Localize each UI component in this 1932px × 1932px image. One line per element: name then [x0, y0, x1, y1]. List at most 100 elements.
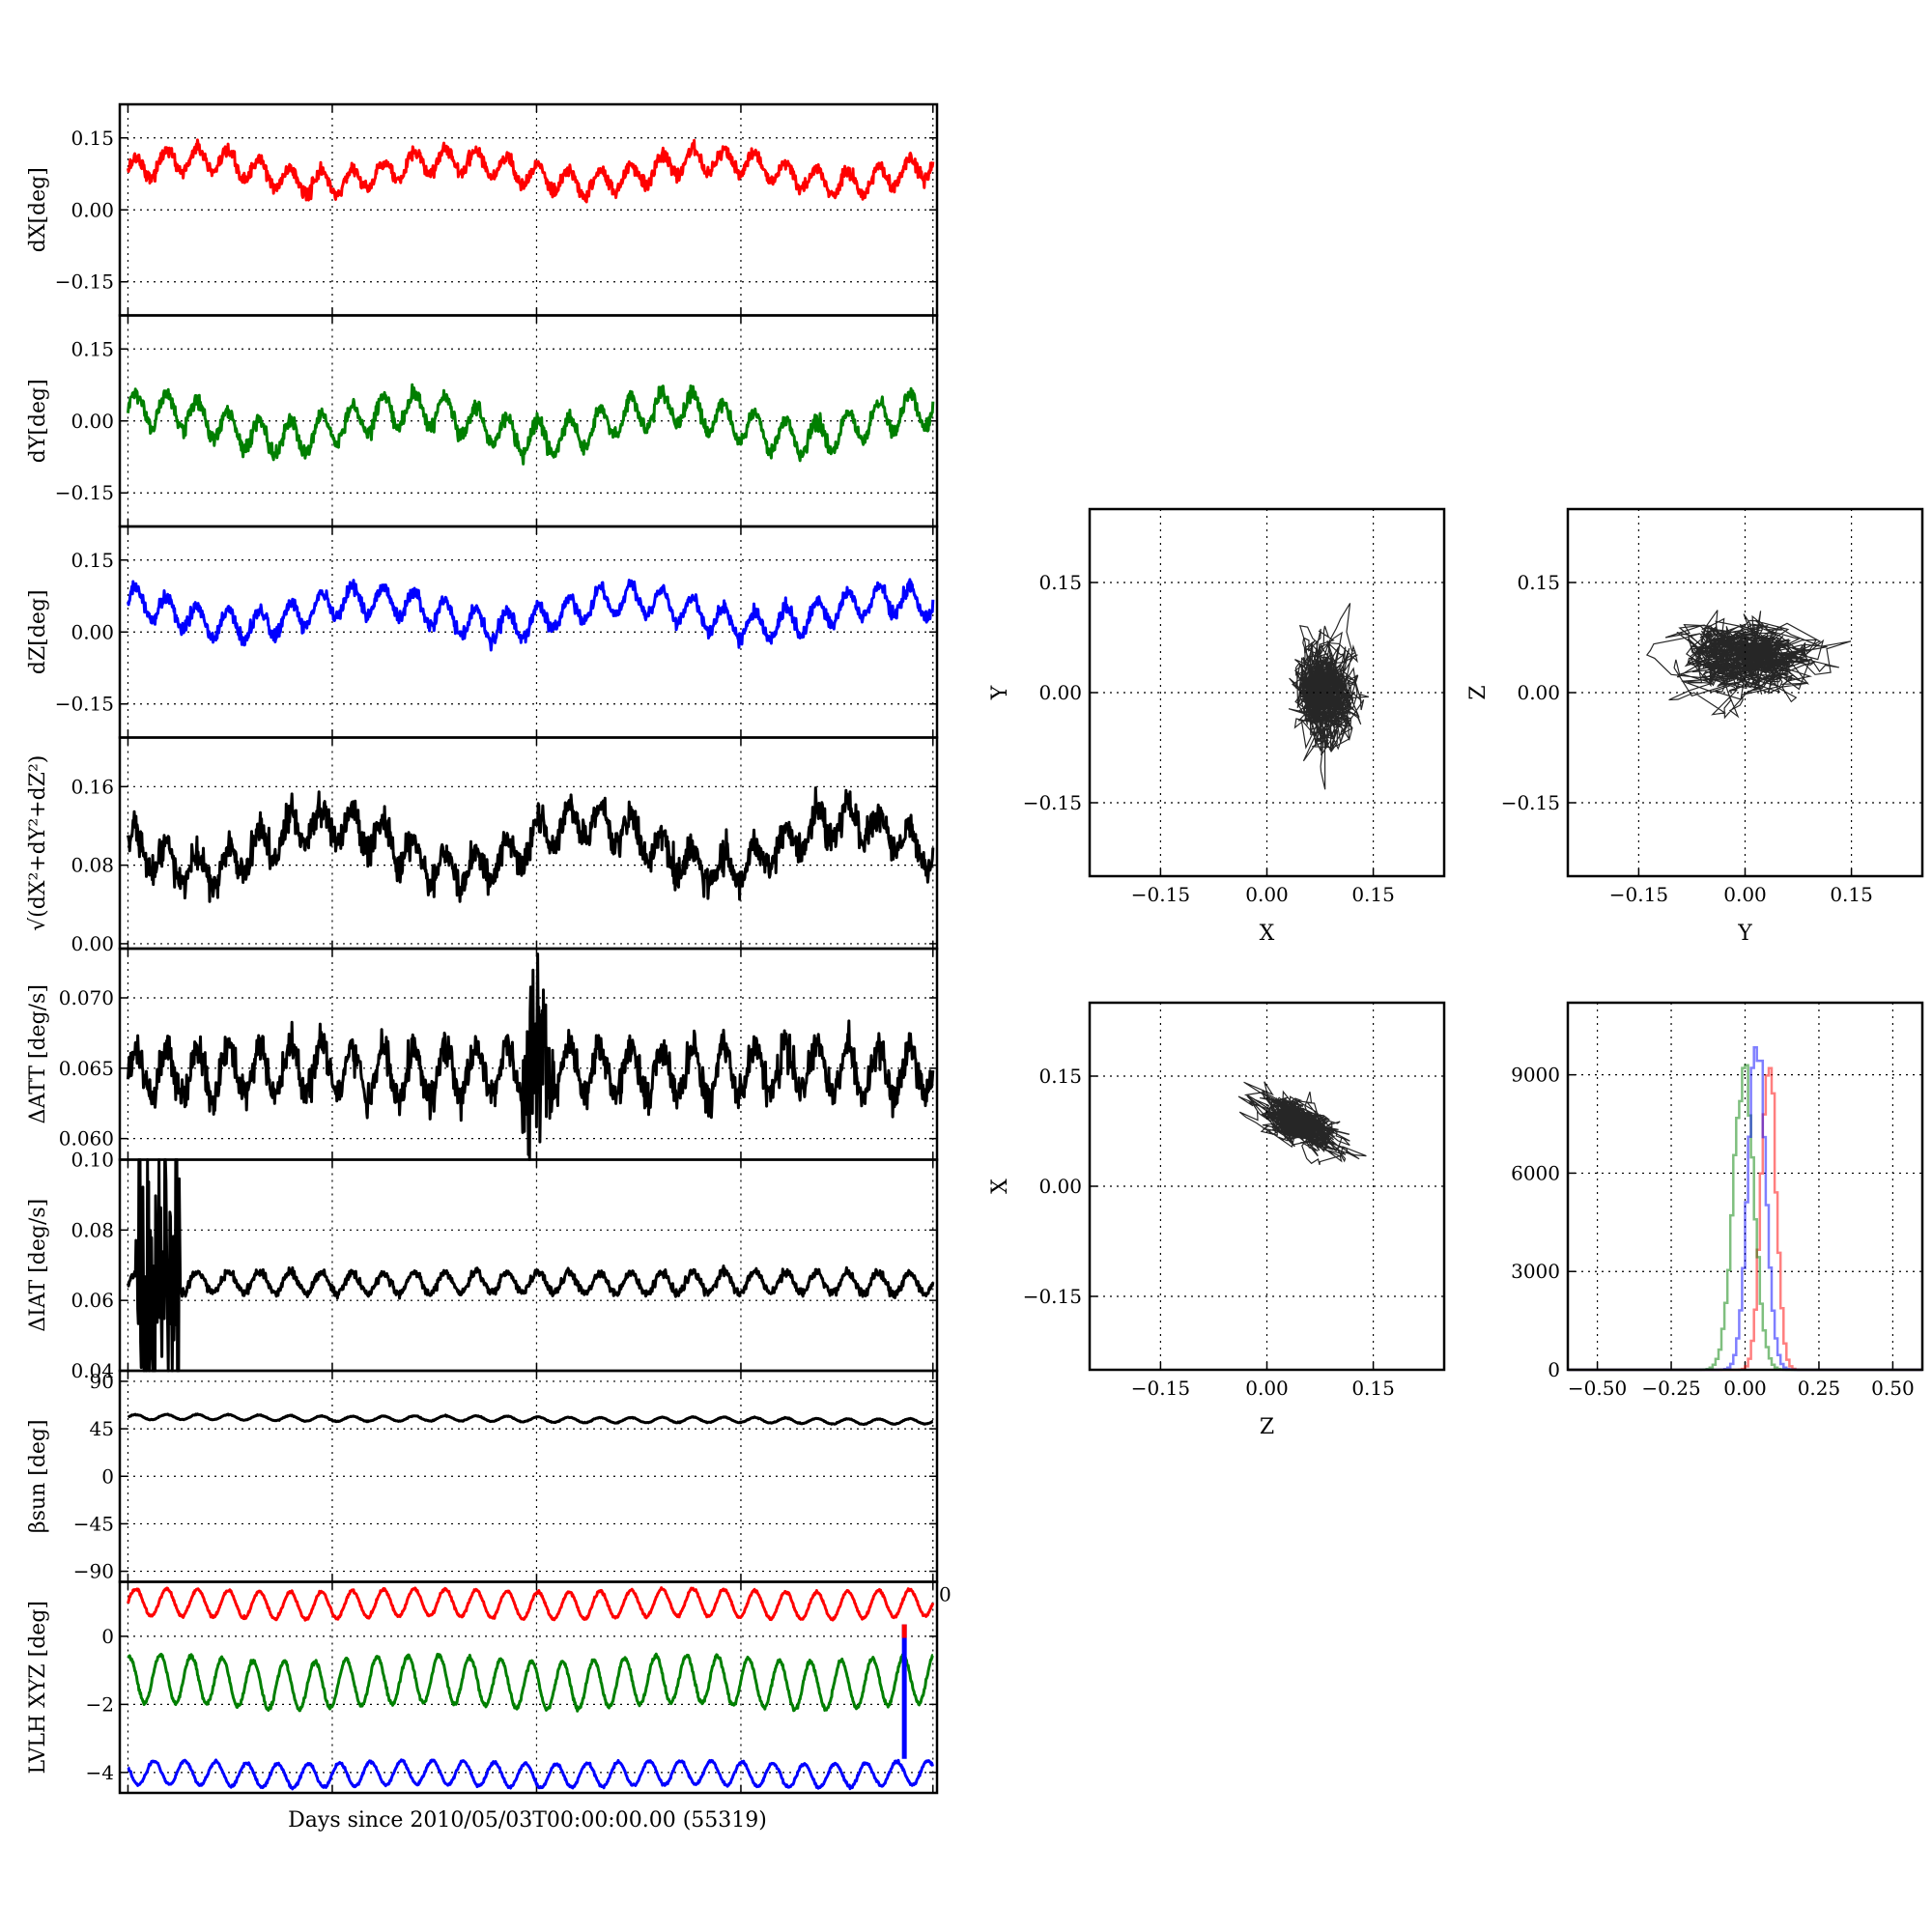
y-axis-label: Z [1466, 685, 1491, 699]
y-tick-label: 0.04 [71, 1359, 114, 1382]
y-axis-label: ΔATT [deg/s] [26, 984, 50, 1123]
x-tick-label: −0.25 [1641, 1377, 1700, 1400]
y-tick-label: −0.15 [1501, 791, 1560, 814]
y-tick-label: 0 [101, 1464, 114, 1488]
scatter-trace [1288, 603, 1369, 790]
y-tick-label: 0.15 [1038, 571, 1082, 594]
y-tick-label: 0.065 [59, 1057, 114, 1080]
y-tick-label: 0.00 [71, 932, 114, 955]
y-tick-label: 0.00 [1038, 681, 1082, 704]
series-line [127, 1158, 935, 1373]
y-axis-label: dY[deg] [26, 379, 50, 463]
y-tick-label: 0.15 [71, 337, 114, 360]
panel-scatter-yz: −0.15 0.00 0.15 0.15 0.00 −0.15 Y Z [1466, 507, 1924, 946]
y-tick-label: −0.15 [55, 270, 114, 294]
x-axis-label: Z [1260, 1415, 1274, 1439]
y-axis-label: dX[deg] [26, 167, 50, 252]
series-line [127, 786, 935, 903]
y-axis-label: dZ[deg] [26, 589, 50, 674]
y-tick-label: 0.06 [71, 1289, 114, 1312]
y-tick-label: −0.15 [1023, 791, 1082, 814]
y-tick-label: 3000 [1511, 1260, 1560, 1283]
y-tick-label: 0.15 [71, 549, 114, 572]
panel-dr: 0.16 0.08 0.00 √(dX²+dY²+dZ²) [26, 736, 939, 955]
x-tick-label: −0.15 [1131, 1377, 1190, 1400]
y-tick-label: −0.15 [55, 481, 114, 504]
y-axis-label: X [988, 1179, 1012, 1194]
x-tick-label: 0.15 [1830, 883, 1873, 906]
scatter-trace [1645, 610, 1852, 720]
x-tick-label: −0.15 [1609, 883, 1668, 906]
panel-diat: 0.10 0.08 0.06 0.04 ΔIAT [deg/s] [26, 1149, 939, 1382]
y-tick-label: 0.10 [71, 1149, 114, 1172]
x-tick-label: 0.00 [1723, 883, 1767, 906]
y-tick-label: −0.15 [55, 693, 114, 716]
x-axis-label: X [1260, 922, 1275, 946]
series-line [127, 1652, 934, 1713]
y-tick-label: −90 [73, 1560, 114, 1583]
x-tick-label: −0.15 [1131, 883, 1190, 906]
y-tick-label: 0.00 [1038, 1175, 1082, 1198]
plot-frame [118, 1158, 939, 1373]
panel-lvlh: 0 −2 −4 LVLH XYZ [deg] 0 [26, 1580, 952, 1795]
x-tick-label: 0.50 [1871, 1377, 1915, 1400]
y-tick-label: −4 [86, 1761, 114, 1784]
y-tick-label: 0.070 [59, 986, 114, 1009]
x-axis-label: Y [1737, 922, 1752, 946]
y-tick-label: 9000 [1511, 1064, 1560, 1087]
y-tick-label: 0.08 [71, 854, 114, 877]
panel-beta-sun: 90 45 0 −45 −90 βsun [deg] [26, 1369, 939, 1583]
x-tick-label: 0.00 [1245, 1377, 1289, 1400]
x-tick-label: 0.00 [1723, 1377, 1767, 1400]
x-tick-label: 0.25 [1798, 1377, 1841, 1400]
scatter-trace [1237, 1081, 1367, 1166]
y-tick-label: −0.15 [1023, 1285, 1082, 1308]
y-tick-label: 0.00 [71, 410, 114, 433]
y-tick-label: 0 [1548, 1358, 1560, 1381]
corner-label: 0 [939, 1583, 952, 1606]
panel-datt: 0.070 0.065 0.060 ΔATT [deg/s] [26, 947, 939, 1161]
y-axis-label: βsun [deg] [26, 1419, 50, 1533]
plot-frame [1566, 1001, 1924, 1372]
x-axis-label: Days since 2010/05/03T00:00:00.00 (55319… [288, 1808, 767, 1833]
series-line [127, 578, 935, 652]
series-line [127, 1412, 934, 1427]
x-tick-label: 0.15 [1351, 883, 1395, 906]
y-axis-label: ΔIAT [deg/s] [26, 1199, 50, 1332]
y-axis-label: √(dX²+dY²+dZ²) [26, 755, 50, 931]
y-tick-label: 0 [101, 1625, 114, 1648]
y-tick-label: 0.15 [71, 127, 114, 150]
x-tick-label: 0.15 [1351, 1377, 1395, 1400]
y-tick-label: 0.15 [1517, 571, 1560, 594]
series-line [127, 1586, 935, 1622]
y-tick-label: −45 [73, 1512, 114, 1535]
panel-histogram: −0.50 −0.25 0.00 0.25 0.50 9000 6000 3000 0 [1511, 1001, 1924, 1400]
panel-scatter-zx: −0.15 0.00 0.15 0.15 0.00 −0.15 Z X [988, 1001, 1446, 1439]
y-tick-label: 0.00 [71, 198, 114, 221]
x-tick-label: −0.50 [1568, 1377, 1627, 1400]
series-line [127, 383, 935, 466]
y-tick-label: −2 [86, 1692, 114, 1716]
y-tick-label: 6000 [1511, 1161, 1560, 1184]
y-tick-label: 0.15 [1038, 1065, 1082, 1088]
series-line [127, 138, 935, 204]
y-tick-label: 45 [90, 1417, 114, 1440]
series-line [127, 1758, 935, 1791]
y-axis-label: Y [988, 685, 1012, 700]
y-tick-label: 0.00 [71, 620, 114, 643]
y-axis-label: LVLH XYZ [deg] [26, 1601, 50, 1775]
y-tick-label: 0.16 [71, 775, 114, 798]
plot-frame [1566, 507, 1924, 878]
y-tick-label: 0.060 [59, 1127, 114, 1151]
plot-frame [1088, 507, 1446, 878]
y-tick-label: 90 [90, 1370, 114, 1393]
panel-scatter-xy: −0.15 0.00 0.15 0.15 0.00 −0.15 X Y [988, 507, 1446, 946]
plot-frame [118, 1580, 939, 1795]
series-line [127, 952, 935, 1161]
x-tick-label: 0.00 [1245, 883, 1289, 906]
y-tick-label: 0.00 [1517, 681, 1560, 704]
